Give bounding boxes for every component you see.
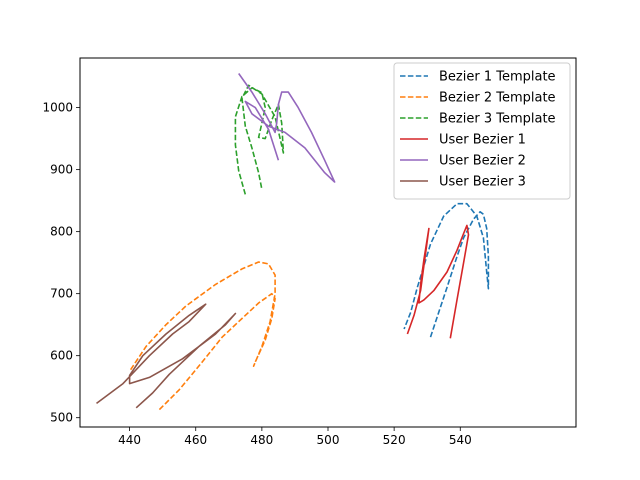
y-tick-label-6: 1000 bbox=[42, 101, 73, 115]
legend-label-5: User Bezier 2 bbox=[439, 154, 526, 169]
legend-label-3: Bezier 3 Template bbox=[439, 112, 556, 127]
x-tick-label-1: 440 bbox=[118, 433, 141, 447]
series-line-3 bbox=[234, 84, 285, 195]
x-axis: 440 460 480 500 520 540 bbox=[118, 427, 472, 447]
legend-label-4: User Bezier 1 bbox=[439, 133, 526, 148]
x-tick-label-2: 460 bbox=[184, 433, 207, 447]
legend-box bbox=[393, 62, 571, 200]
x-tick-label-4: 500 bbox=[317, 433, 340, 447]
series-line-1 bbox=[403, 202, 490, 338]
series-line-6 bbox=[96, 303, 237, 409]
x-tick-label-5: 520 bbox=[383, 433, 406, 447]
legend: Bezier 1 Template Bezier 2 Template Bezier… bbox=[393, 62, 571, 200]
series-line-4 bbox=[406, 224, 470, 339]
series-line-2 bbox=[128, 261, 276, 411]
x-tick-label-3: 480 bbox=[250, 433, 273, 447]
x-tick-label-6: 540 bbox=[449, 433, 472, 447]
series-line-5 bbox=[238, 73, 336, 183]
y-tick-label-2: 600 bbox=[50, 349, 73, 363]
series-layer bbox=[96, 73, 490, 411]
y-axis: 500 600 700 800 900 1000 bbox=[42, 101, 80, 425]
legend-label-6: User Bezier 3 bbox=[439, 175, 526, 190]
y-tick-label-1: 500 bbox=[50, 411, 73, 425]
legend-label-2: Bezier 2 Template bbox=[439, 91, 556, 106]
y-tick-label-4: 800 bbox=[50, 225, 73, 239]
y-tick-label-5: 900 bbox=[50, 163, 73, 177]
legend-label-1: Bezier 1 Template bbox=[439, 70, 556, 85]
y-tick-label-3: 700 bbox=[50, 287, 73, 301]
